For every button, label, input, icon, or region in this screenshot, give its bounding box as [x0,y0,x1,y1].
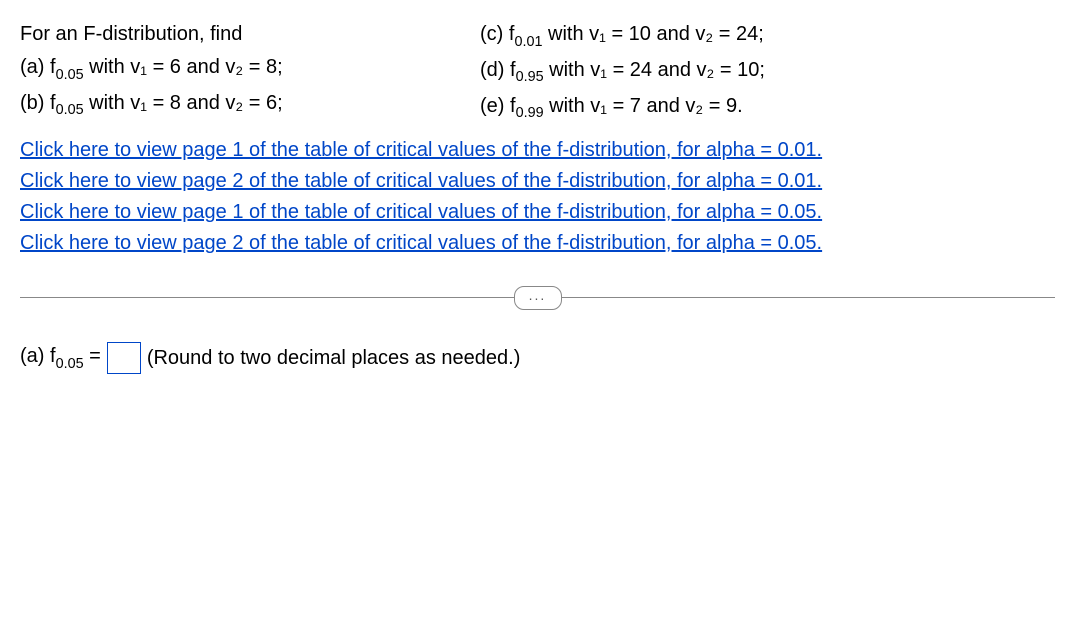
link-alpha-005-page2[interactable]: Click here to view page 2 of the table o… [20,232,822,254]
problem-part-c: (c) f0.01 with v₁ = 10 and v₂ = 24; [480,18,1055,54]
part-e-sub: 0.99 [516,105,544,121]
problem-part-e: (e) f0.99 with v₁ = 7 and v₂ = 9. [480,90,1055,126]
problem-part-d: (d) f0.95 with v₁ = 24 and v₂ = 10; [480,54,1055,90]
answer-row: (a) f0.05 = (Round to two decimal places… [20,342,1055,374]
divider-wrap: ... [20,297,1055,298]
part-e-label: (e) f [480,95,516,117]
part-b-sub: 0.05 [56,102,84,118]
part-c-text: with v₁ = 10 and v₂ = 24; [542,23,763,45]
more-button[interactable]: ... [514,286,562,310]
problem-part-b: (b) f0.05 with v₁ = 8 and v₂ = 6; [20,87,480,123]
part-d-text: with v₁ = 24 and v₂ = 10; [544,59,765,81]
link-alpha-001-page1[interactable]: Click here to view page 1 of the table o… [20,139,822,161]
answer-eq: = [84,345,101,367]
part-c-label: (c) f [480,23,514,45]
problem-part-a: (a) f0.05 with v₁ = 6 and v₂ = 8; [20,51,480,87]
answer-label-sub: 0.05 [56,356,84,372]
part-d-label: (d) f [480,59,516,81]
part-a-text: with v₁ = 6 and v₂ = 8; [84,56,283,78]
problem-intro: For an F-distribution, find [20,18,480,51]
link-alpha-005-page1[interactable]: Click here to view page 1 of the table o… [20,201,822,223]
problem-right-column: (c) f0.01 with v₁ = 10 and v₂ = 24; (d) … [480,18,1055,125]
reference-links: Click here to view page 1 of the table o… [20,135,1055,259]
answer-label: (a) f0.05 = [20,345,101,371]
problem-columns: For an F-distribution, find (a) f0.05 wi… [20,18,1055,125]
part-d-sub: 0.95 [516,69,544,85]
answer-hint: (Round to two decimal places as needed.) [147,347,521,370]
part-a-sub: 0.05 [56,67,84,83]
part-e-text: with v₁ = 7 and v₂ = 9. [544,95,743,117]
part-a-label: (a) f [20,56,56,78]
answer-input[interactable] [107,342,141,374]
answer-label-text: (a) f [20,345,56,367]
link-alpha-001-page2[interactable]: Click here to view page 2 of the table o… [20,170,822,192]
problem-left-column: For an F-distribution, find (a) f0.05 wi… [20,18,480,125]
part-b-label: (b) f [20,92,56,114]
part-c-sub: 0.01 [514,34,542,50]
part-b-text: with v₁ = 8 and v₂ = 6; [84,92,283,114]
